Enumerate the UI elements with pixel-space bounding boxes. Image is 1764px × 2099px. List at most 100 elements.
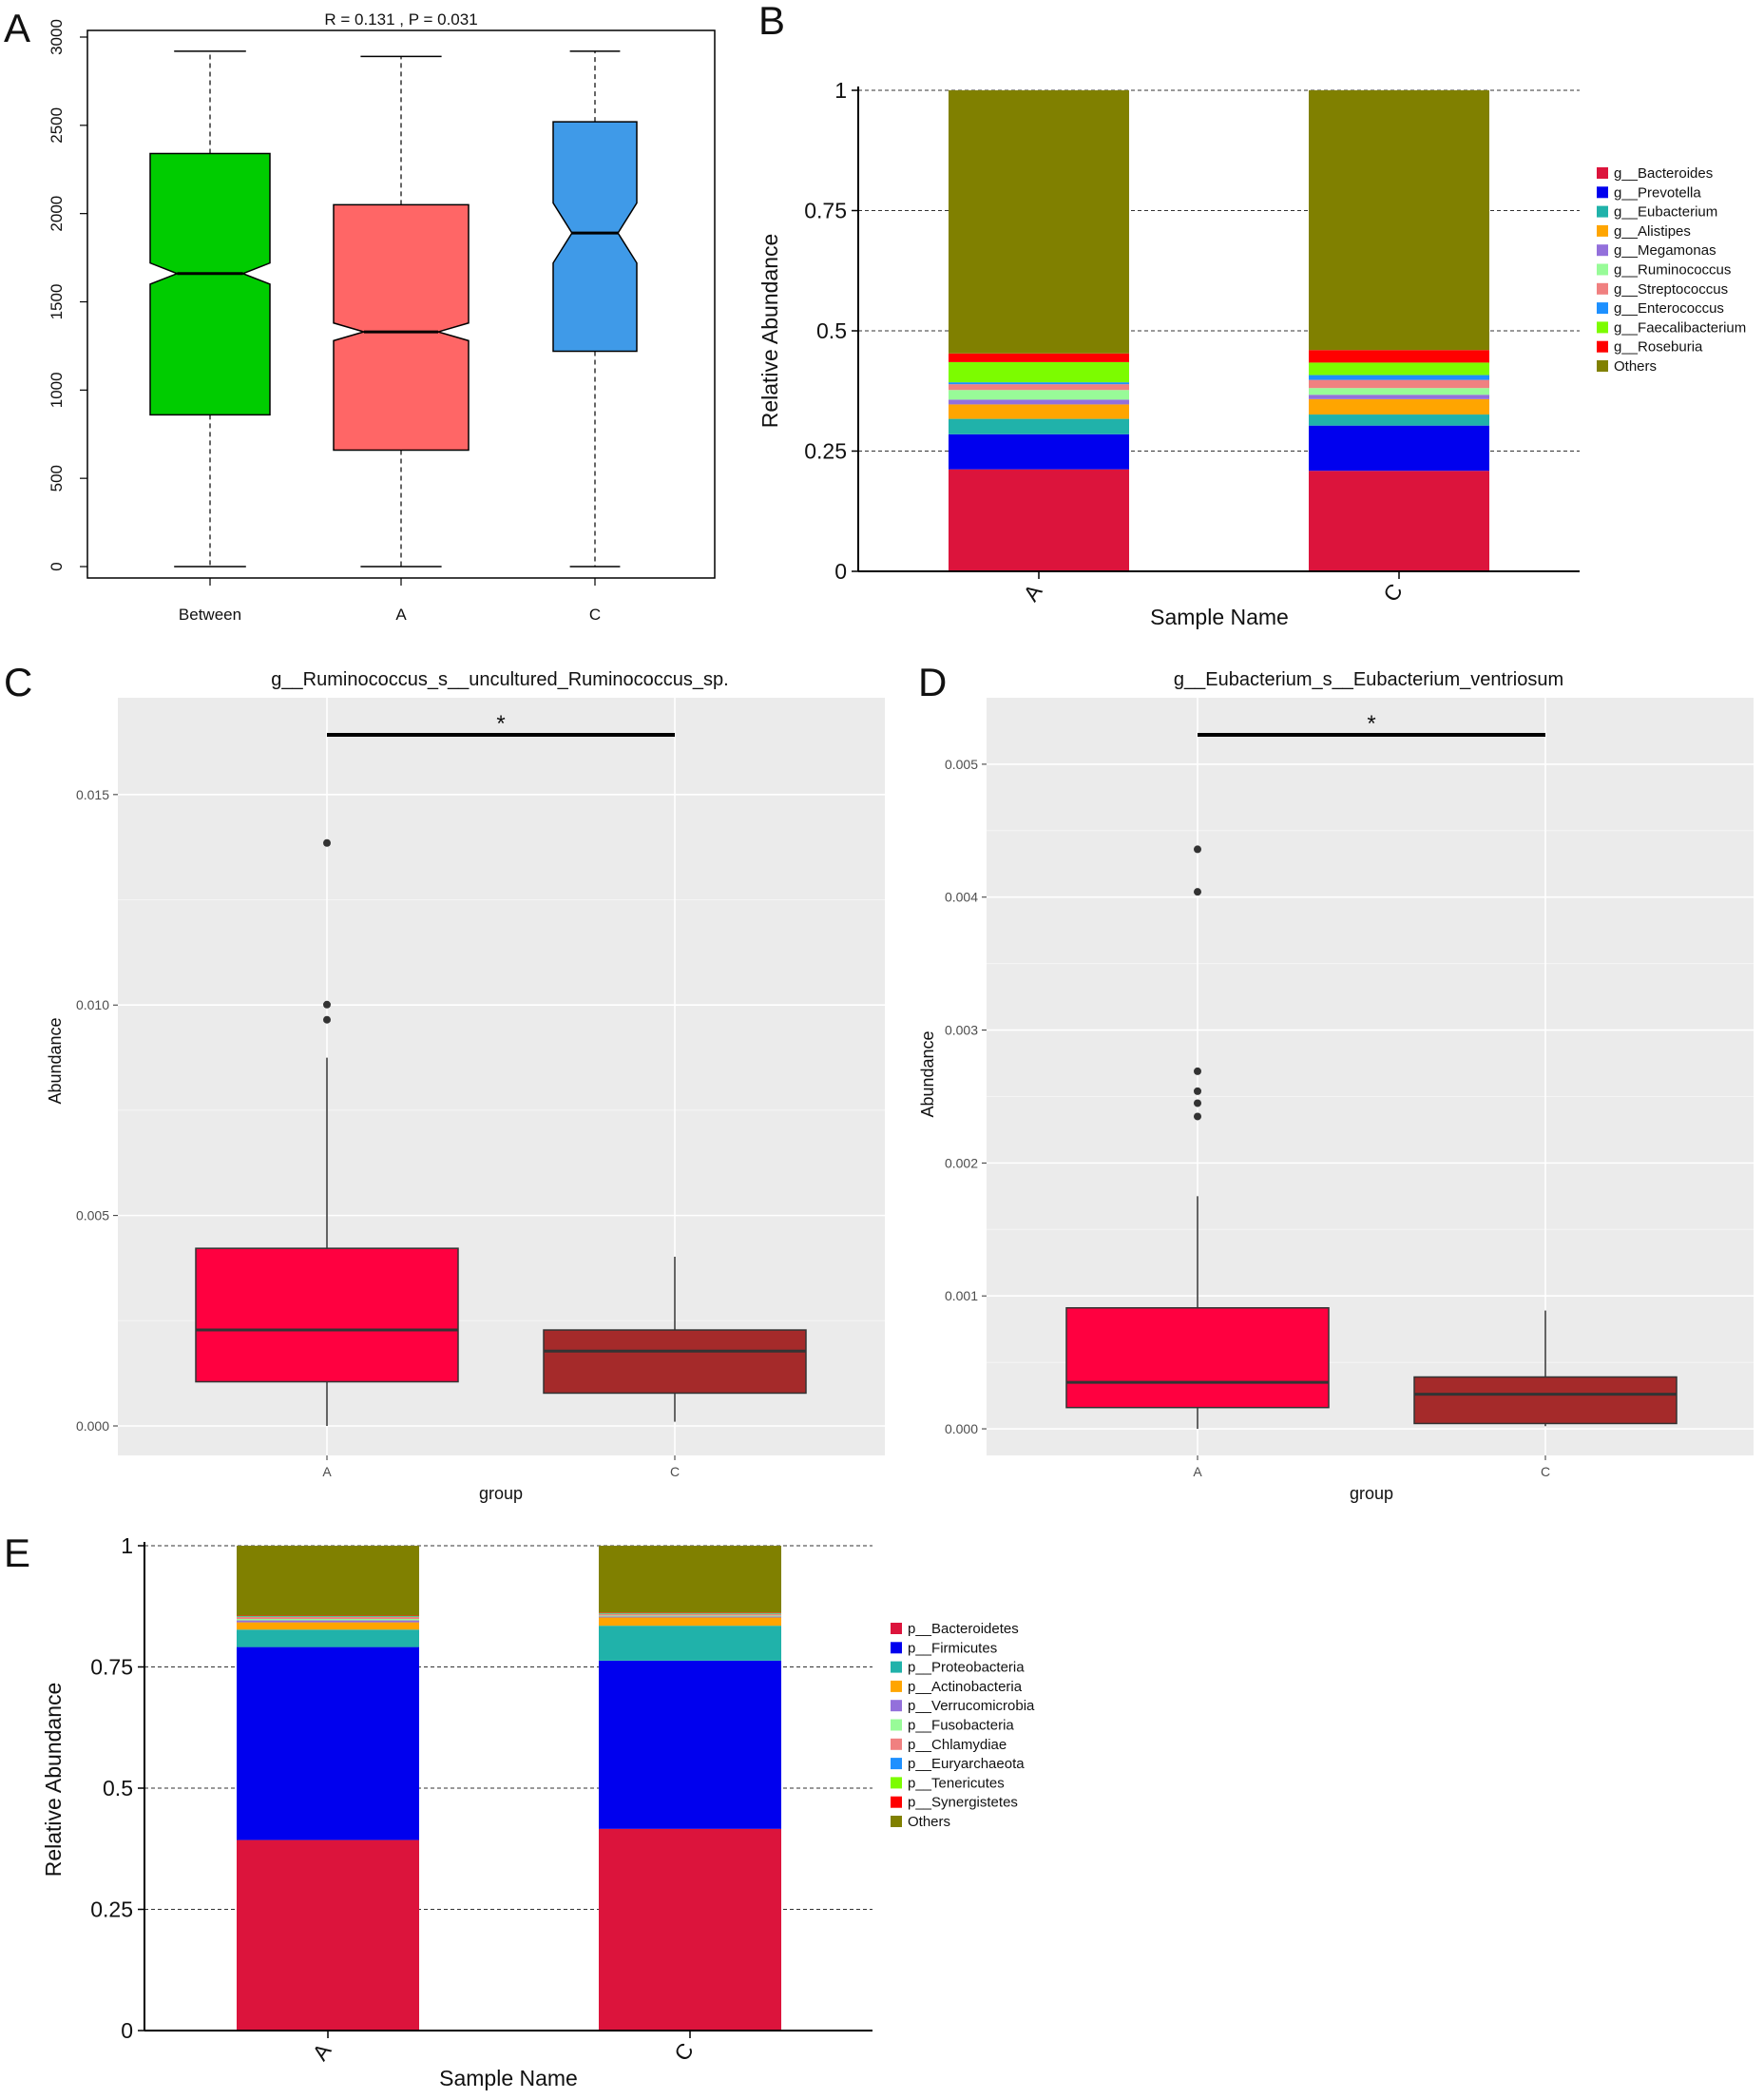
panel-b-bar-c: C xyxy=(1309,90,1489,607)
panel-b-legend-label: g__Roseburia xyxy=(1614,339,1703,356)
panel-label-e: E xyxy=(4,1531,30,1575)
panel-b-segment xyxy=(1309,398,1489,415)
panel-e-segment xyxy=(237,1646,419,1840)
panel-b-xlabel: Sample Name xyxy=(1150,605,1289,629)
panel-a-box-body xyxy=(333,203,470,452)
panel-b-segment xyxy=(949,390,1129,400)
panel-d-title: g__Eubacterium_s__Eubacterium_ventriosum xyxy=(1174,669,1563,690)
panel-b-segment xyxy=(949,469,1129,571)
panel-e-segment xyxy=(237,1615,419,1617)
panel-a-ytick-label: 1000 xyxy=(48,372,66,408)
panel-a-ytick-label: 3000 xyxy=(48,19,66,55)
panel-c-xtick-label: C xyxy=(670,1464,680,1479)
panel-e-legend-swatch xyxy=(891,1680,902,1692)
panel-d-ytick-label: 0.003 xyxy=(945,1023,978,1038)
panel-e-segment xyxy=(599,1615,781,1617)
panel-e-legend-swatch xyxy=(891,1700,902,1712)
panel-e-ytick-label: 1 xyxy=(121,1533,133,1558)
panel-e-legend-label: p__Proteobacteria xyxy=(908,1660,1025,1676)
panel-d-significance-marker: * xyxy=(1367,711,1375,737)
panel-a-ytick-label: 2500 xyxy=(48,107,66,144)
panel-e-ytick-label: 0.5 xyxy=(103,1776,133,1801)
panel-e-legend-swatch xyxy=(891,1777,902,1789)
panel-b-segment xyxy=(1309,350,1489,363)
panel-b-segment xyxy=(1309,425,1489,472)
panel-b-xtick-label: A xyxy=(1018,579,1046,606)
panel-b-segment xyxy=(1309,388,1489,395)
panel-b-segment xyxy=(1309,362,1489,376)
panel-e-segment xyxy=(599,1626,781,1661)
panel-b-legend-label: g__Bacteroides xyxy=(1614,165,1713,182)
panel-e-ylabel: Relative Abundance xyxy=(41,1683,66,1878)
panel-e-xlabel: Sample Name xyxy=(439,2066,578,2090)
panel-b-ytick-label: 0 xyxy=(834,559,847,584)
panel-b-ytick-label: 1 xyxy=(834,78,847,103)
panel-b-segment xyxy=(1309,414,1489,426)
panel-label-b: B xyxy=(758,0,785,43)
panel-b-legend-swatch xyxy=(1597,205,1608,218)
panel-e-segment xyxy=(237,1616,419,1617)
panel-e-legend-label: Others xyxy=(908,1814,950,1830)
panel-b-legend-swatch xyxy=(1597,263,1608,276)
panel-d-xlabel: group xyxy=(1350,1484,1393,1503)
panel-c-outlier-point xyxy=(323,1000,331,1009)
panel-d-ylabel: Abundance xyxy=(918,1030,937,1117)
panel-e-legend-swatch xyxy=(891,1796,902,1808)
panel-a-ytick-label: 500 xyxy=(48,465,66,491)
panel-e-legend-label: p__Euryarchaeota xyxy=(908,1756,1025,1772)
panel-d-box-c: C xyxy=(1413,1310,1678,1479)
panel-b-legend: g__Bacteroides g__Prevotella g__Eubacteriu… xyxy=(1597,165,1746,375)
panel-e-legend: p__Bacteroidetes p__Firmicutes p__Proteoba… xyxy=(891,1621,1035,1830)
panel-b-legend-swatch xyxy=(1597,244,1608,257)
panel-e-segment xyxy=(599,1612,781,1613)
panel-b-legend-swatch xyxy=(1597,224,1608,237)
panel-e-legend-swatch xyxy=(891,1758,902,1770)
panel-b-legend-label: g__Streptococcus xyxy=(1614,281,1728,298)
panel-d-outlier-point xyxy=(1194,888,1201,896)
panel-e-segment xyxy=(599,1828,781,2031)
panel-d-ytick-label: 0.005 xyxy=(945,757,978,772)
panel-b-segment xyxy=(949,90,1129,354)
panel-e-bar-a: A xyxy=(237,1546,419,2065)
panel-e-segment xyxy=(237,1619,419,1621)
panel-e-segment xyxy=(599,1616,781,1618)
panel-a-title: R = 0.131 , P = 0.031 xyxy=(324,10,477,29)
panel-e-xtick-label: C xyxy=(669,2038,699,2066)
panel-b-segment xyxy=(949,418,1129,434)
panel-d-ytick-label: 0.000 xyxy=(945,1421,978,1436)
panel-c-ylabel: Abundance xyxy=(46,1017,65,1104)
panel-b-segment xyxy=(949,404,1129,419)
panel-b-legend-swatch xyxy=(1597,340,1608,353)
panel-a-xtick-label: Between xyxy=(179,606,241,624)
panel-e-segment xyxy=(599,1660,781,1829)
panel-e-legend-label: p__Synergistetes xyxy=(908,1795,1018,1811)
panel-b-segment xyxy=(949,399,1129,405)
panel-b-segment xyxy=(1309,395,1489,399)
panel-b-segment xyxy=(949,384,1129,391)
panel-c-box-a: A xyxy=(195,838,459,1479)
panel-e-legend-label: p__Tenericutes xyxy=(908,1775,1005,1791)
panel-c-box-body xyxy=(543,1329,807,1395)
panel-b-legend-label: g__Enterococcus xyxy=(1614,300,1724,317)
panel-b-legend-swatch xyxy=(1597,302,1608,315)
panel-a-box-a: A xyxy=(333,55,470,624)
panel-d-outlier-point xyxy=(1194,1112,1201,1121)
panel-b-legend-swatch xyxy=(1597,167,1608,179)
panel-d-outlier-point xyxy=(1194,1087,1201,1095)
panel-b-xtick-label: C xyxy=(1378,579,1408,607)
panel-b-segment xyxy=(1309,375,1489,380)
panel-e-segment xyxy=(237,1620,419,1623)
panel-b-legend-label: g__Prevotella xyxy=(1614,184,1701,201)
panel-e-legend-label: p__Chlamydiae xyxy=(908,1737,1007,1753)
panel-e-legend-swatch xyxy=(891,1719,902,1731)
panel-e-legend-label: p__Bacteroidetes xyxy=(908,1621,1019,1637)
panel-c-box-body xyxy=(195,1247,459,1383)
panel-a-ytick-label: 0 xyxy=(48,562,66,570)
panel-b-segment xyxy=(949,382,1129,385)
panel-e-ytick-label: 0 xyxy=(121,2018,133,2043)
panel-b-segment xyxy=(1309,471,1489,571)
panel-b-legend-swatch xyxy=(1597,360,1608,372)
panel-d-ytick-label: 0.001 xyxy=(945,1288,978,1303)
panel-b-legend-label: g__Alistipes xyxy=(1614,223,1691,240)
panel-e-bar-c: C xyxy=(599,1546,781,2066)
